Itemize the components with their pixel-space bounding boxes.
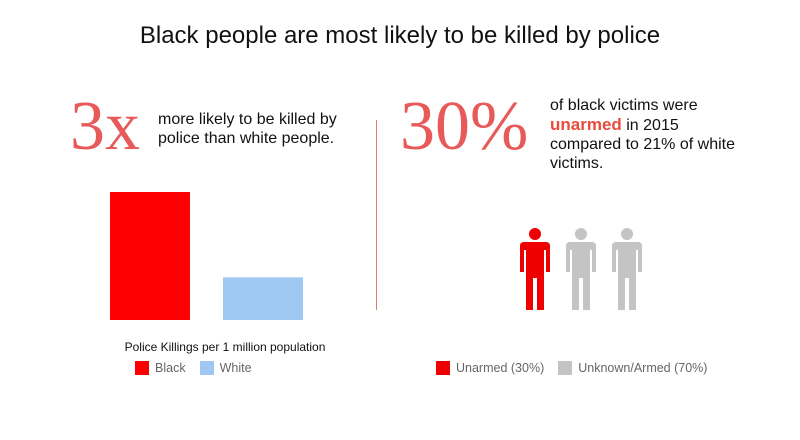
legend-right: Unarmed (30%) Unknown/Armed (70%) — [436, 361, 721, 375]
stat-highlight-unarmed: unarmed — [550, 115, 622, 134]
legend-label-white: White — [219, 361, 252, 375]
person-icon-unarmed — [520, 228, 550, 310]
big-stat-3x: 3x — [70, 88, 140, 165]
big-stat-30-percent: 30% — [400, 88, 529, 165]
bar-white — [223, 277, 303, 320]
legend-item-unarmed: Unarmed (30%) — [436, 361, 544, 375]
legend-swatch-armed — [558, 361, 573, 375]
legend-swatch-black — [135, 361, 149, 375]
legend-item-black: Black — [135, 361, 186, 375]
panel-divider — [376, 120, 377, 310]
legend-item-armed: Unknown/Armed (70%) — [558, 361, 707, 375]
bar-chart — [110, 192, 303, 320]
legend-left: Black White — [135, 361, 266, 375]
stat-text-left: more likely to be killed by police than … — [158, 111, 337, 147]
legend-swatch-unarmed — [436, 361, 450, 375]
person-icons — [520, 228, 658, 310]
stat-text-right: of black victims were unarmed in 2015 com… — [550, 96, 750, 173]
stat-text-right-before: of black victims were — [550, 97, 698, 114]
person-icon-armed — [612, 228, 642, 310]
chart-title: Black people are most likely to be kille… — [139, 22, 661, 49]
stat-text-right-after: in 2015 compared to 21% of white victims… — [550, 117, 735, 172]
chart-caption: Police Killings per 1 million population — [124, 340, 326, 354]
legend-item-white: White — [199, 361, 252, 375]
person-icon-armed — [566, 228, 596, 310]
legend-label-black: Black — [155, 361, 186, 375]
legend-label-unarmed: Unarmed (30%) — [456, 361, 545, 375]
bar-black — [110, 192, 190, 320]
legend-label-armed: Unknown/Armed (70%) — [578, 361, 708, 375]
legend-swatch-white — [199, 361, 214, 375]
